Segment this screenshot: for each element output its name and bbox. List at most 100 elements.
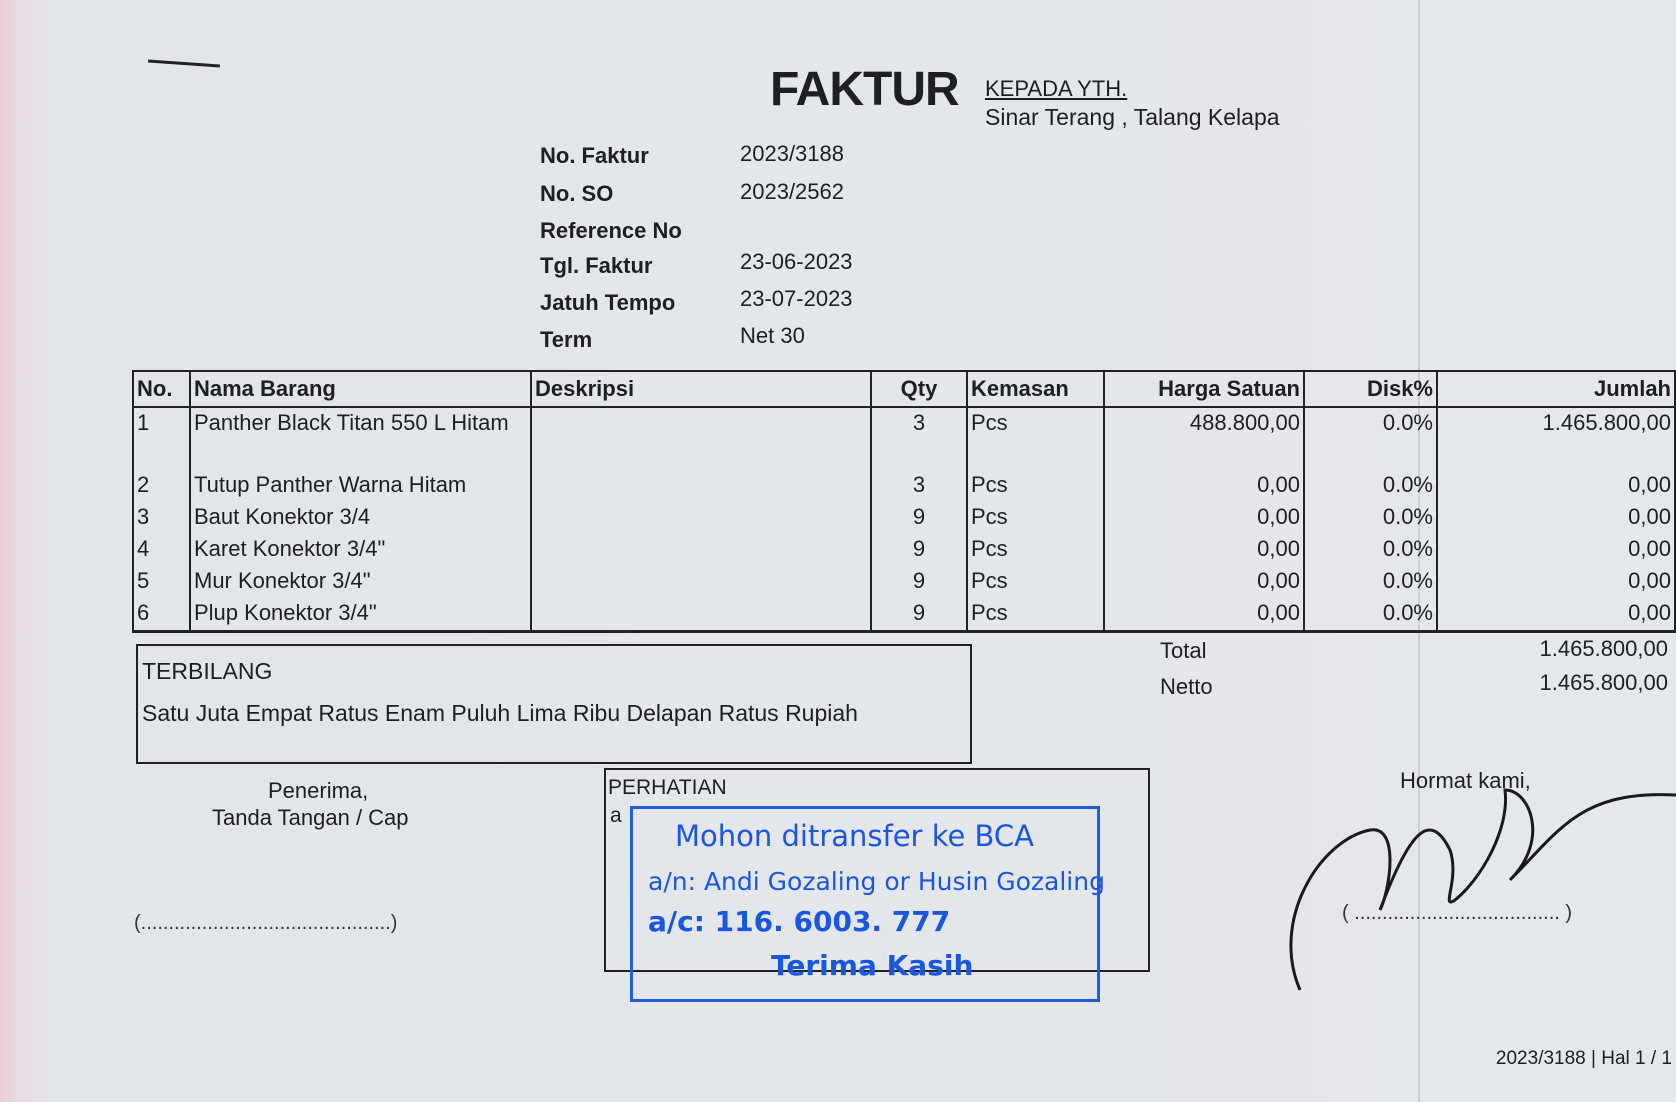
cell-unit: Pcs — [966, 407, 1105, 470]
cell-qty: 3 — [870, 470, 968, 502]
meta-label: Tgl. Faktur — [540, 253, 653, 278]
recipient-label: KEPADA YTH. — [985, 76, 1128, 101]
perhatian-text: a — [610, 804, 622, 827]
cell-desc — [530, 502, 872, 534]
stamp-line-2: a/n: Andi Gozaling or Husin Gozaling — [648, 867, 1105, 896]
receiver-signature-line: (.......................................… — [134, 912, 398, 934]
cell-total: 0,00 — [1436, 502, 1676, 534]
cell-desc — [530, 407, 872, 470]
cell-disc: 0.0% — [1303, 470, 1438, 502]
cell-total: 0,00 — [1436, 598, 1676, 633]
cell-name: Karet Konektor 3/4" — [189, 534, 532, 566]
cell-name: Baut Konektor 3/4 — [189, 502, 532, 534]
table-row: 2 Tutup Panther Warna Hitam 3 Pcs 0,00 0.0% 0,… — [132, 470, 1676, 502]
cell-no: 5 — [132, 566, 191, 598]
sender-label: Hormat kami, — [1400, 768, 1531, 793]
cell-disc: 0.0% — [1303, 566, 1438, 598]
page-reference: 2023/3188 | Hal 1 / 1 — [1495, 1048, 1672, 1069]
col-name: Nama Barang — [189, 370, 532, 408]
total-value: 1.465.800,00 — [1539, 636, 1668, 661]
cell-no: 1 — [132, 407, 191, 470]
cell-qty: 9 — [870, 534, 968, 566]
table-header-row: No. Nama Barang Deskripsi Qty Kemasan Ha… — [132, 370, 1676, 408]
netto-value: 1.465.800,00 — [1539, 670, 1668, 695]
bank-transfer-stamp: Mohon ditransfer ke BCA a/n: Andi Gozali… — [630, 806, 1105, 1002]
items-table: No. Nama Barang Deskripsi Qty Kemasan Ha… — [132, 370, 1676, 633]
cell-total: 0,00 — [1436, 534, 1676, 566]
cell-unit: Pcs — [966, 566, 1105, 598]
netto-label: Netto — [1160, 674, 1213, 699]
cell-price: 0,00 — [1103, 534, 1305, 566]
cell-name: Mur Konektor 3/4" — [189, 566, 532, 598]
table-row: 5 Mur Konektor 3/4" 9 Pcs 0,00 0.0% 0,00 — [132, 566, 1676, 598]
table-row: 4 Karet Konektor 3/4" 9 Pcs 0,00 0.0% 0,00 — [132, 534, 1676, 566]
table-row: 3 Baut Konektor 3/4 9 Pcs 0,00 0.0% 0,00 — [132, 502, 1676, 534]
cell-name: Panther Black Titan 550 L Hitam — [189, 407, 532, 470]
so-number: 2023/2562 — [740, 179, 844, 204]
cell-desc — [530, 534, 872, 566]
cell-price: 0,00 — [1103, 502, 1305, 534]
stamp-line-4: Terima Kasih — [771, 949, 974, 982]
cell-no: 2 — [132, 470, 191, 502]
invoice-number: 2023/3188 — [740, 141, 844, 166]
cell-qty: 9 — [870, 502, 968, 534]
cell-disc: 0.0% — [1303, 502, 1438, 534]
cell-name: Plup Konektor 3/4" — [189, 598, 532, 633]
cell-total: 1.465.800,00 — [1436, 407, 1676, 470]
perhatian-box: PERHATIAN a — [604, 768, 1150, 972]
col-unit: Kemasan — [966, 370, 1105, 408]
cell-unit: Pcs — [966, 598, 1105, 633]
stamp-line-1: Mohon ditransfer ke BCA — [675, 819, 1034, 853]
table-row: 6 Plup Konektor 3/4" 9 Pcs 0,00 0.0% 0,00 — [132, 598, 1676, 633]
cell-price: 0,00 — [1103, 470, 1305, 502]
cell-desc — [530, 566, 872, 598]
meta-label: No. SO — [540, 181, 614, 206]
cell-total: 0,00 — [1436, 470, 1676, 502]
cell-no: 3 — [132, 502, 191, 534]
receiver-sign-label: Tanda Tangan / Cap — [212, 805, 409, 830]
cell-unit: Pcs — [966, 502, 1105, 534]
cell-desc — [530, 598, 872, 633]
cell-disc: 0.0% — [1303, 407, 1438, 470]
stamp-line-3: a/c: 116. 6003. 777 — [648, 905, 951, 938]
due-date: 23-07-2023 — [740, 286, 853, 311]
cell-price: 0,00 — [1103, 598, 1305, 633]
terbilang-label: TERBILANG — [142, 658, 273, 684]
cell-disc: 0.0% — [1303, 598, 1438, 633]
term: Net 30 — [740, 323, 805, 348]
col-desc: Deskripsi — [530, 370, 872, 408]
receiver-label: Penerima, — [268, 778, 369, 803]
cell-price: 0,00 — [1103, 566, 1305, 598]
cell-qty: 9 — [870, 566, 968, 598]
perhatian-label: PERHATIAN — [608, 776, 727, 799]
cell-unit: Pcs — [966, 534, 1105, 566]
cell-no: 4 — [132, 534, 191, 566]
col-no: No. — [132, 370, 191, 408]
col-qty: Qty — [870, 370, 968, 408]
cell-desc — [530, 470, 872, 502]
col-price: Harga Satuan — [1103, 370, 1305, 408]
terbilang-box: TERBILANG Satu Juta Empat Ratus Enam Pul… — [136, 644, 972, 764]
cell-qty: 3 — [870, 407, 968, 470]
meta-label: Term — [540, 327, 593, 352]
col-disc: Disk% — [1303, 370, 1438, 408]
col-total: Jumlah — [1436, 370, 1676, 408]
meta-label: Jatuh Tempo — [540, 290, 676, 315]
cell-qty: 9 — [870, 598, 968, 633]
cell-no: 6 — [132, 598, 191, 633]
document-title: FAKTUR — [770, 63, 960, 116]
handwritten-signature — [1289, 788, 1676, 991]
table-row: 1 Panther Black Titan 550 L Hitam 3 Pcs 488.… — [132, 407, 1676, 470]
meta-label: Reference No — [540, 218, 682, 243]
cell-disc: 0.0% — [1303, 534, 1438, 566]
cell-name: Tutup Panther Warna Hitam — [189, 470, 532, 502]
pen-mark — [147, 59, 221, 68]
meta-label: No. Faktur — [540, 143, 649, 168]
invoice-date: 23-06-2023 — [740, 249, 853, 274]
total-label: Total — [1160, 638, 1207, 663]
terbilang-text: Satu Juta Empat Ratus Enam Puluh Lima Ri… — [142, 700, 858, 726]
cell-total: 0,00 — [1436, 566, 1676, 598]
recipient-name: Sinar Terang , Talang Kelapa — [985, 104, 1280, 130]
cell-unit: Pcs — [966, 470, 1105, 502]
sender-signature-line: ( ..................................... … — [1342, 902, 1573, 924]
